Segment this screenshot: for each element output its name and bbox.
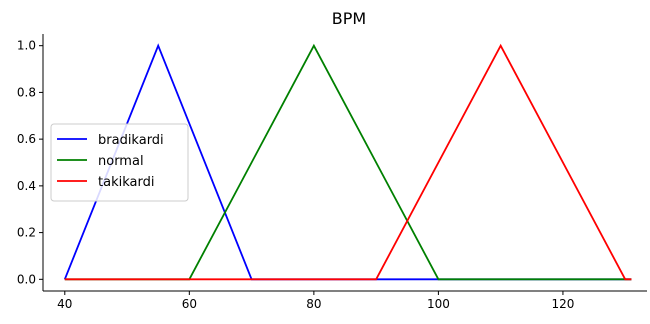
axes: 40 60 80 100 120 0.0 0.2 0.4 0.6 0.8 1.0 [17, 34, 647, 311]
chart-title: BPM [332, 9, 366, 28]
x-tick-label: 60 [182, 297, 197, 311]
x-tick-label: 120 [551, 297, 574, 311]
y-tick-label: 0.2 [17, 226, 36, 240]
y-tick-label: 0.0 [17, 272, 36, 286]
legend-label-takikardi: takikardi [98, 175, 154, 190]
legend-label-bradikardi: bradikardi [98, 133, 164, 148]
x-tick-label: 100 [427, 297, 450, 311]
x-tick-label: 40 [57, 297, 72, 311]
y-tick-label: 0.6 [17, 132, 36, 146]
y-tick-label: 0.4 [17, 179, 36, 193]
legend: bradikardi normal takikardi [50, 123, 189, 202]
y-tick-label: 1.0 [17, 39, 36, 53]
series-line-takikardi [64, 43, 632, 281]
x-tick-label: 80 [306, 297, 321, 311]
legend-label-normal: normal [98, 154, 144, 169]
y-tick-label: 0.8 [17, 85, 36, 99]
